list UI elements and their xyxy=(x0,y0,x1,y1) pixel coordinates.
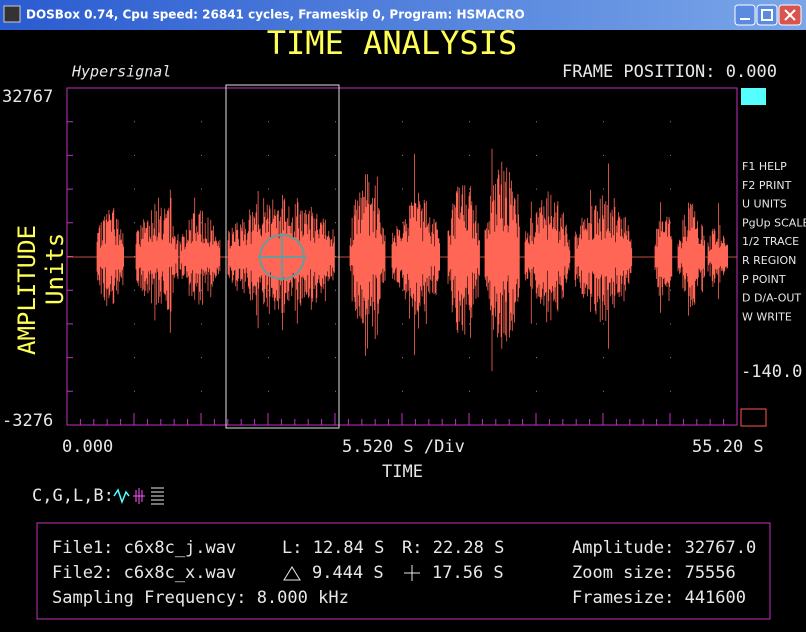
info-box xyxy=(36,522,771,620)
menu-item[interactable]: W WRITE xyxy=(742,310,792,323)
y-top-label: 32767 xyxy=(2,87,53,107)
selection-region[interactable] xyxy=(225,84,340,429)
sampling-frequency: Sampling Frequency: 8.000 kHz xyxy=(52,588,349,608)
menu-item[interactable]: R REGION xyxy=(742,254,796,267)
x-axis-label: TIME xyxy=(382,462,423,482)
file1: File1: c6x8c_j.wav xyxy=(52,538,236,558)
menu-item[interactable]: P POINT xyxy=(742,273,786,286)
delta-time: 9.444 S xyxy=(312,563,384,583)
grid-dots xyxy=(134,121,671,392)
window-title: DOSBox 0.74, Cpu speed: 26841 cycles, Fr… xyxy=(26,8,525,22)
legend-label: C,G,L,B: xyxy=(32,486,114,506)
title-bar xyxy=(0,0,806,30)
menu-item[interactable]: U UNITS xyxy=(742,198,787,211)
app-icon xyxy=(3,5,21,23)
amplitude: Amplitude: 32767.0 xyxy=(572,538,756,558)
legend-icon-lines[interactable] xyxy=(151,487,164,505)
menu: F1 HELP F2 PRINT U UNITS PgUp SCALE 1/2 TRAC… xyxy=(742,160,806,323)
y-units-label: Units xyxy=(41,233,69,305)
left-marker: L: 12.84 S xyxy=(282,538,384,558)
menu-item[interactable]: F1 HELP xyxy=(742,160,787,173)
minimize-button[interactable] xyxy=(734,4,756,26)
frame-position: FRAME POSITION: 0.000 xyxy=(562,62,777,82)
menu-item[interactable]: D D/A-OUT xyxy=(742,292,801,305)
y-bottom-label: -3276 xyxy=(2,411,53,431)
menu-item[interactable]: F2 PRINT xyxy=(742,179,792,192)
waveform xyxy=(67,148,737,372)
x-end-label: 55.20 S xyxy=(692,437,764,457)
legend-icon-wave[interactable] xyxy=(113,488,130,505)
axis-ticks xyxy=(66,87,738,426)
x-start-label: 0.000 xyxy=(62,437,113,457)
level-label: -140.0 xyxy=(741,362,802,382)
screen-title: TIME ANALYSIS xyxy=(267,24,517,62)
right-marker: R: 22.28 S xyxy=(402,538,504,558)
menu-item[interactable]: PgUp SCALE xyxy=(742,216,806,229)
region-box[interactable] xyxy=(740,408,767,427)
zoom-size: Zoom size: 75556 xyxy=(572,563,736,583)
file2: File2: c6x8c_x.wav xyxy=(52,563,236,583)
trace-color-box[interactable] xyxy=(741,88,766,105)
legend-icon-grid[interactable] xyxy=(133,488,145,504)
framesize: Framesize: 441600 xyxy=(572,588,746,608)
brand: Hypersignal xyxy=(71,63,171,81)
plus-time: 17.56 S xyxy=(432,563,504,583)
maximize-button[interactable] xyxy=(756,4,778,26)
plot xyxy=(66,87,738,426)
menu-item[interactable]: 1/2 TRACE xyxy=(742,235,799,248)
x-div-label: 5.520 S /Div xyxy=(342,437,465,457)
y-axis-label: AMPLITUDE xyxy=(13,225,41,355)
